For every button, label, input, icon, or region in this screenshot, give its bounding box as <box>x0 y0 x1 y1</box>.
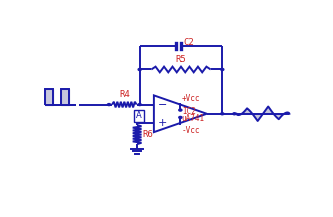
Polygon shape <box>61 89 69 105</box>
Text: R4: R4 <box>119 90 130 99</box>
Text: C2: C2 <box>183 38 194 47</box>
Circle shape <box>179 109 182 111</box>
Polygon shape <box>46 89 53 105</box>
Circle shape <box>138 69 141 71</box>
Text: -Vcc: -Vcc <box>181 126 200 135</box>
Circle shape <box>179 117 182 118</box>
Circle shape <box>221 69 224 71</box>
Text: uA741: uA741 <box>181 114 204 123</box>
Text: +: + <box>158 118 167 128</box>
Circle shape <box>233 113 236 115</box>
Circle shape <box>108 104 111 106</box>
Text: +Vcc: +Vcc <box>182 94 200 103</box>
Text: IC2: IC2 <box>182 107 196 116</box>
Text: R6: R6 <box>143 130 154 139</box>
Text: −: − <box>158 100 167 110</box>
Text: A: A <box>136 112 142 120</box>
Circle shape <box>138 104 141 106</box>
Text: R5: R5 <box>175 55 186 64</box>
Circle shape <box>221 113 224 115</box>
